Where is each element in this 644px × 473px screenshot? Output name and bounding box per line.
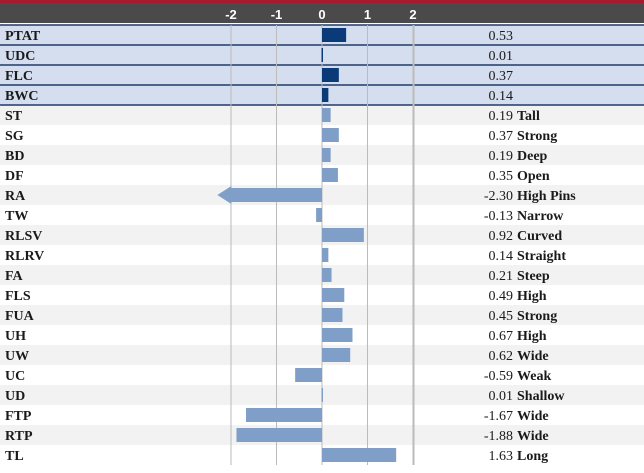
row-value: 0.49 xyxy=(489,289,514,304)
row-label: RLSV xyxy=(5,229,42,244)
row-value: 0.67 xyxy=(489,329,514,344)
bar xyxy=(322,288,345,302)
bar xyxy=(322,268,332,282)
header-accent-line xyxy=(0,0,644,3)
bar xyxy=(322,248,329,262)
row-value: 0.19 xyxy=(489,109,514,124)
row-value: 0.92 xyxy=(489,229,514,244)
bar xyxy=(316,208,322,222)
row-label: PTAT xyxy=(5,29,41,44)
row-label: BWC xyxy=(5,89,38,104)
x-tick-label: -1 xyxy=(271,7,283,22)
row-descriptor: Long xyxy=(517,449,548,464)
row-label: FA xyxy=(5,269,24,284)
row-label: UH xyxy=(5,329,26,344)
row-descriptor: Wide xyxy=(517,429,549,444)
row-value: -0.13 xyxy=(484,209,513,224)
row-value: 1.63 xyxy=(489,449,514,464)
row-label: UD xyxy=(5,389,25,404)
row-label: RTP xyxy=(5,429,33,444)
bar xyxy=(322,68,339,82)
row-label: FLC xyxy=(5,69,33,84)
bar xyxy=(322,328,353,342)
row-value: -1.88 xyxy=(484,429,513,444)
row-descriptor: Shallow xyxy=(517,389,565,404)
bar xyxy=(322,168,338,182)
row-label: BD xyxy=(5,149,24,164)
row-descriptor: Curved xyxy=(517,229,562,244)
bar xyxy=(322,228,364,242)
row-value: 0.37 xyxy=(489,129,514,144)
row-descriptor: Weak xyxy=(517,369,551,384)
row-descriptor: Strong xyxy=(517,129,557,144)
bar xyxy=(322,108,331,122)
row-descriptor: High Pins xyxy=(517,189,576,204)
bar xyxy=(322,308,343,322)
x-tick-label: 0 xyxy=(318,7,325,22)
bar xyxy=(246,408,322,422)
row-value: 0.21 xyxy=(489,269,514,284)
row-label: RA xyxy=(5,189,26,204)
row-label: FUA xyxy=(5,309,35,324)
row-label: SG xyxy=(5,129,24,144)
row-value: -0.59 xyxy=(484,369,513,384)
row-value: 0.19 xyxy=(489,149,514,164)
row-label: UW xyxy=(5,349,29,364)
x-tick-label: -2 xyxy=(225,7,237,22)
x-axis-tick-labels: -2 -1 0 1 2 xyxy=(225,7,416,22)
row-label: TL xyxy=(5,449,24,464)
bar xyxy=(322,148,331,162)
row-value: 0.62 xyxy=(489,349,514,364)
row-value: 0.37 xyxy=(489,69,514,84)
bar xyxy=(236,428,322,442)
row-descriptor: Wide xyxy=(517,349,549,364)
bar xyxy=(322,28,347,42)
row-value: 0.35 xyxy=(489,169,514,184)
x-tick-label: 1 xyxy=(364,7,371,22)
header-band xyxy=(0,3,644,23)
row-value: 0.53 xyxy=(489,29,514,44)
row-value: -1.67 xyxy=(484,409,513,424)
row-value: 0.01 xyxy=(489,49,514,64)
row-descriptor: Strong xyxy=(517,309,557,324)
row-descriptor: Tall xyxy=(517,109,540,124)
row-value: 0.14 xyxy=(489,249,514,264)
row-descriptor: Straight xyxy=(517,249,566,264)
bar xyxy=(321,388,323,402)
row-label: TW xyxy=(5,209,28,224)
row-descriptor: Narrow xyxy=(517,209,564,224)
row-label: FLS xyxy=(5,289,31,304)
row-label: ST xyxy=(5,109,23,124)
row-descriptor: High xyxy=(517,289,547,304)
bar xyxy=(322,348,351,362)
row-label: UC xyxy=(5,369,25,384)
row-value: -2.30 xyxy=(484,189,513,204)
row-value: 0.45 xyxy=(489,309,514,324)
row-descriptor: Steep xyxy=(517,269,550,284)
bars xyxy=(217,28,397,462)
bar-arrow xyxy=(217,186,322,204)
x-tick-label: 2 xyxy=(409,7,416,22)
row-descriptor: High xyxy=(517,329,547,344)
row-value: 0.01 xyxy=(489,389,514,404)
bar xyxy=(295,368,322,382)
row-label: DF xyxy=(5,169,24,184)
row-label: UDC xyxy=(5,49,35,64)
row-descriptor: Deep xyxy=(517,149,548,164)
row-label: FTP xyxy=(5,409,32,424)
bar xyxy=(321,48,323,62)
bar xyxy=(322,128,339,142)
bar xyxy=(322,88,329,102)
row-descriptor: Wide xyxy=(517,409,549,424)
row-label: RLRV xyxy=(5,249,44,264)
row-value: 0.14 xyxy=(489,89,514,104)
row-labels: PTAT UDC FLC BWC ST SG BD DF RA TW RLSV RLRV FA FLS FU… xyxy=(5,29,44,464)
bar xyxy=(322,448,397,462)
gridlines xyxy=(230,25,415,465)
row-descriptor: Open xyxy=(517,169,550,184)
